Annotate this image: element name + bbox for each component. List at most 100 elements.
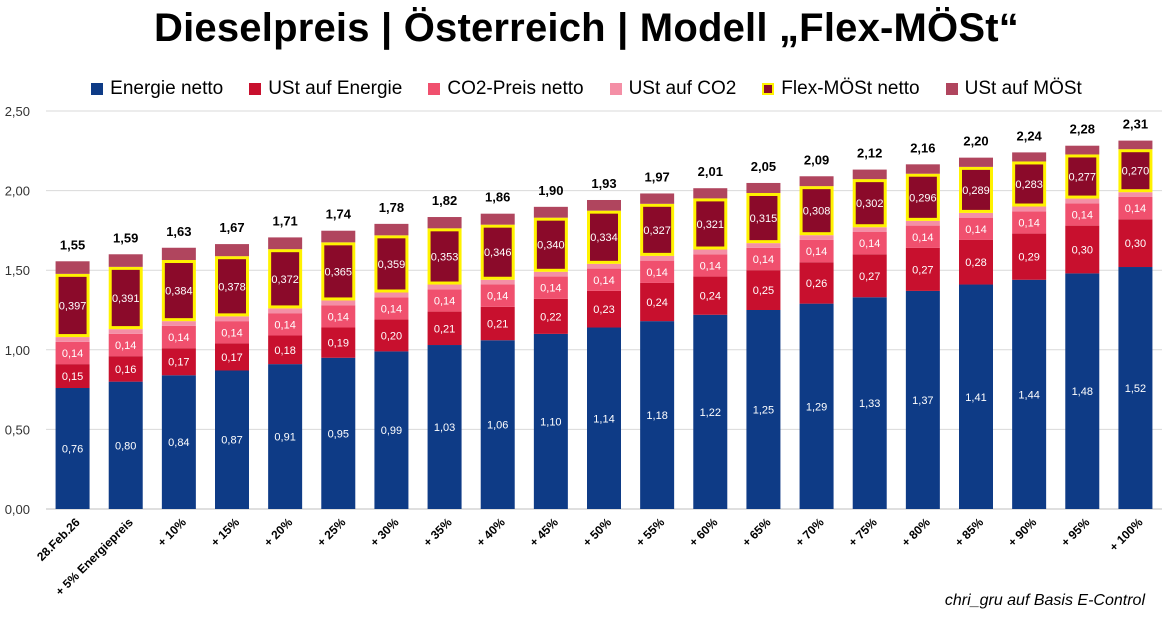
total-label: 2,16 xyxy=(910,140,935,155)
data-label: 0,87 xyxy=(221,435,242,447)
bar-segment xyxy=(959,166,993,213)
data-label: 1,06 xyxy=(487,420,508,432)
total-label: 1,55 xyxy=(60,237,85,252)
data-label: 0,14 xyxy=(1125,203,1146,215)
x-tick-label: + 60% xyxy=(686,515,720,549)
data-label: 0,289 xyxy=(962,185,990,197)
legend-swatch xyxy=(428,83,441,95)
data-label: 0,76 xyxy=(62,444,83,456)
bar-segment xyxy=(55,388,90,509)
bar-segment xyxy=(480,340,515,509)
total-label: 1,67 xyxy=(219,220,244,235)
data-label: 0,16 xyxy=(115,364,136,376)
bar-segment xyxy=(215,321,249,344)
data-label: 0,277 xyxy=(1069,172,1097,184)
legend-label: USt auf Energie xyxy=(268,78,403,99)
data-label: 0,308 xyxy=(803,206,831,218)
bar-segment xyxy=(852,169,887,180)
data-label: 0,327 xyxy=(643,225,671,237)
data-label: 0,21 xyxy=(487,319,508,331)
x-tick-label: + 95% xyxy=(1058,515,1092,549)
bar-segment xyxy=(799,239,834,263)
bar-segment xyxy=(108,329,143,334)
bar-segment xyxy=(108,333,143,357)
data-label: 0,15 xyxy=(62,371,83,383)
data-label: 0,30 xyxy=(1072,245,1093,257)
legend-item: USt auf MÖSt xyxy=(945,78,1082,100)
bar-segment xyxy=(533,333,568,509)
bar-segment xyxy=(374,319,409,352)
bar-segment xyxy=(1012,211,1047,234)
data-label: 1,10 xyxy=(540,416,561,428)
total-label: 2,01 xyxy=(698,164,723,179)
bar-segment xyxy=(268,364,303,509)
data-label: 0,14 xyxy=(912,232,933,244)
bar-segment xyxy=(268,249,303,309)
bar-segment xyxy=(852,297,887,509)
bar-segment xyxy=(108,381,143,509)
data-label: 0,14 xyxy=(806,246,827,258)
bar-segment xyxy=(108,356,143,382)
bar-segment xyxy=(55,261,90,274)
data-label: 0,20 xyxy=(381,330,402,342)
total-label: 2,09 xyxy=(804,152,829,167)
bar-segment xyxy=(161,260,196,322)
x-tick-label: + 70% xyxy=(792,515,826,549)
x-tick-label: 28.Feb.26 xyxy=(34,515,83,564)
data-label: 0,302 xyxy=(856,198,884,210)
bar-segment xyxy=(799,235,834,240)
bar-segment xyxy=(1012,233,1047,280)
x-tick-label: + 85% xyxy=(952,515,986,549)
total-label: 1,63 xyxy=(166,224,191,239)
x-tick-label: + 55% xyxy=(633,515,667,549)
data-label: 0,283 xyxy=(1015,179,1043,191)
bar-segment xyxy=(587,210,621,264)
total-label: 2,28 xyxy=(1070,122,1095,137)
bar-segment xyxy=(427,217,462,229)
bar-segment xyxy=(1012,206,1047,212)
total-label: 1,74 xyxy=(326,207,352,222)
bar-segment xyxy=(746,192,781,244)
bar-segment xyxy=(1118,196,1153,220)
bar-segment xyxy=(215,316,249,322)
bar-segment xyxy=(693,314,728,509)
bar-segment xyxy=(959,217,993,240)
total-label: 2,20 xyxy=(963,134,988,149)
x-tick-label: + 25% xyxy=(314,515,348,549)
data-label: 0,365 xyxy=(325,266,353,278)
x-tick-label: + 90% xyxy=(1005,515,1039,549)
data-label: 0,14 xyxy=(1018,217,1039,229)
legend-item: Energie netto xyxy=(91,78,223,100)
data-label: 0,321 xyxy=(697,219,725,231)
bar-segment xyxy=(161,348,196,376)
bar-segment xyxy=(587,268,621,291)
bar-segment xyxy=(1118,140,1153,150)
data-label: 1,29 xyxy=(806,401,827,413)
legend-swatch xyxy=(762,83,775,95)
y-tick-label: 0,00 xyxy=(5,502,30,517)
data-label: 0,14 xyxy=(168,332,189,344)
bar-segment xyxy=(1065,198,1100,204)
data-label: 0,296 xyxy=(909,192,937,204)
bar-segment xyxy=(905,290,940,509)
y-tick-label: 1,50 xyxy=(5,263,30,278)
y-tick-label: 2,50 xyxy=(5,104,30,119)
bar-segment xyxy=(321,300,356,306)
bar-segment xyxy=(321,327,356,358)
bar-segment xyxy=(693,254,728,277)
y-tick-label: 1,00 xyxy=(5,343,30,358)
total-label: 1,78 xyxy=(379,200,404,215)
data-label: 1,33 xyxy=(859,398,880,410)
legend-label: USt auf MÖSt xyxy=(964,78,1082,99)
data-label: 0,84 xyxy=(168,437,189,449)
data-label: 0,391 xyxy=(112,293,140,305)
legend-swatch xyxy=(249,83,262,95)
bar-segment xyxy=(480,213,515,225)
total-label: 1,90 xyxy=(538,183,563,198)
bar-segment xyxy=(55,341,90,365)
total-label: 1,82 xyxy=(432,193,457,208)
bar-segment xyxy=(1065,273,1100,509)
bar-segment xyxy=(640,321,675,509)
bar-segment xyxy=(1118,219,1153,268)
x-tick-label: + 30% xyxy=(367,515,401,549)
